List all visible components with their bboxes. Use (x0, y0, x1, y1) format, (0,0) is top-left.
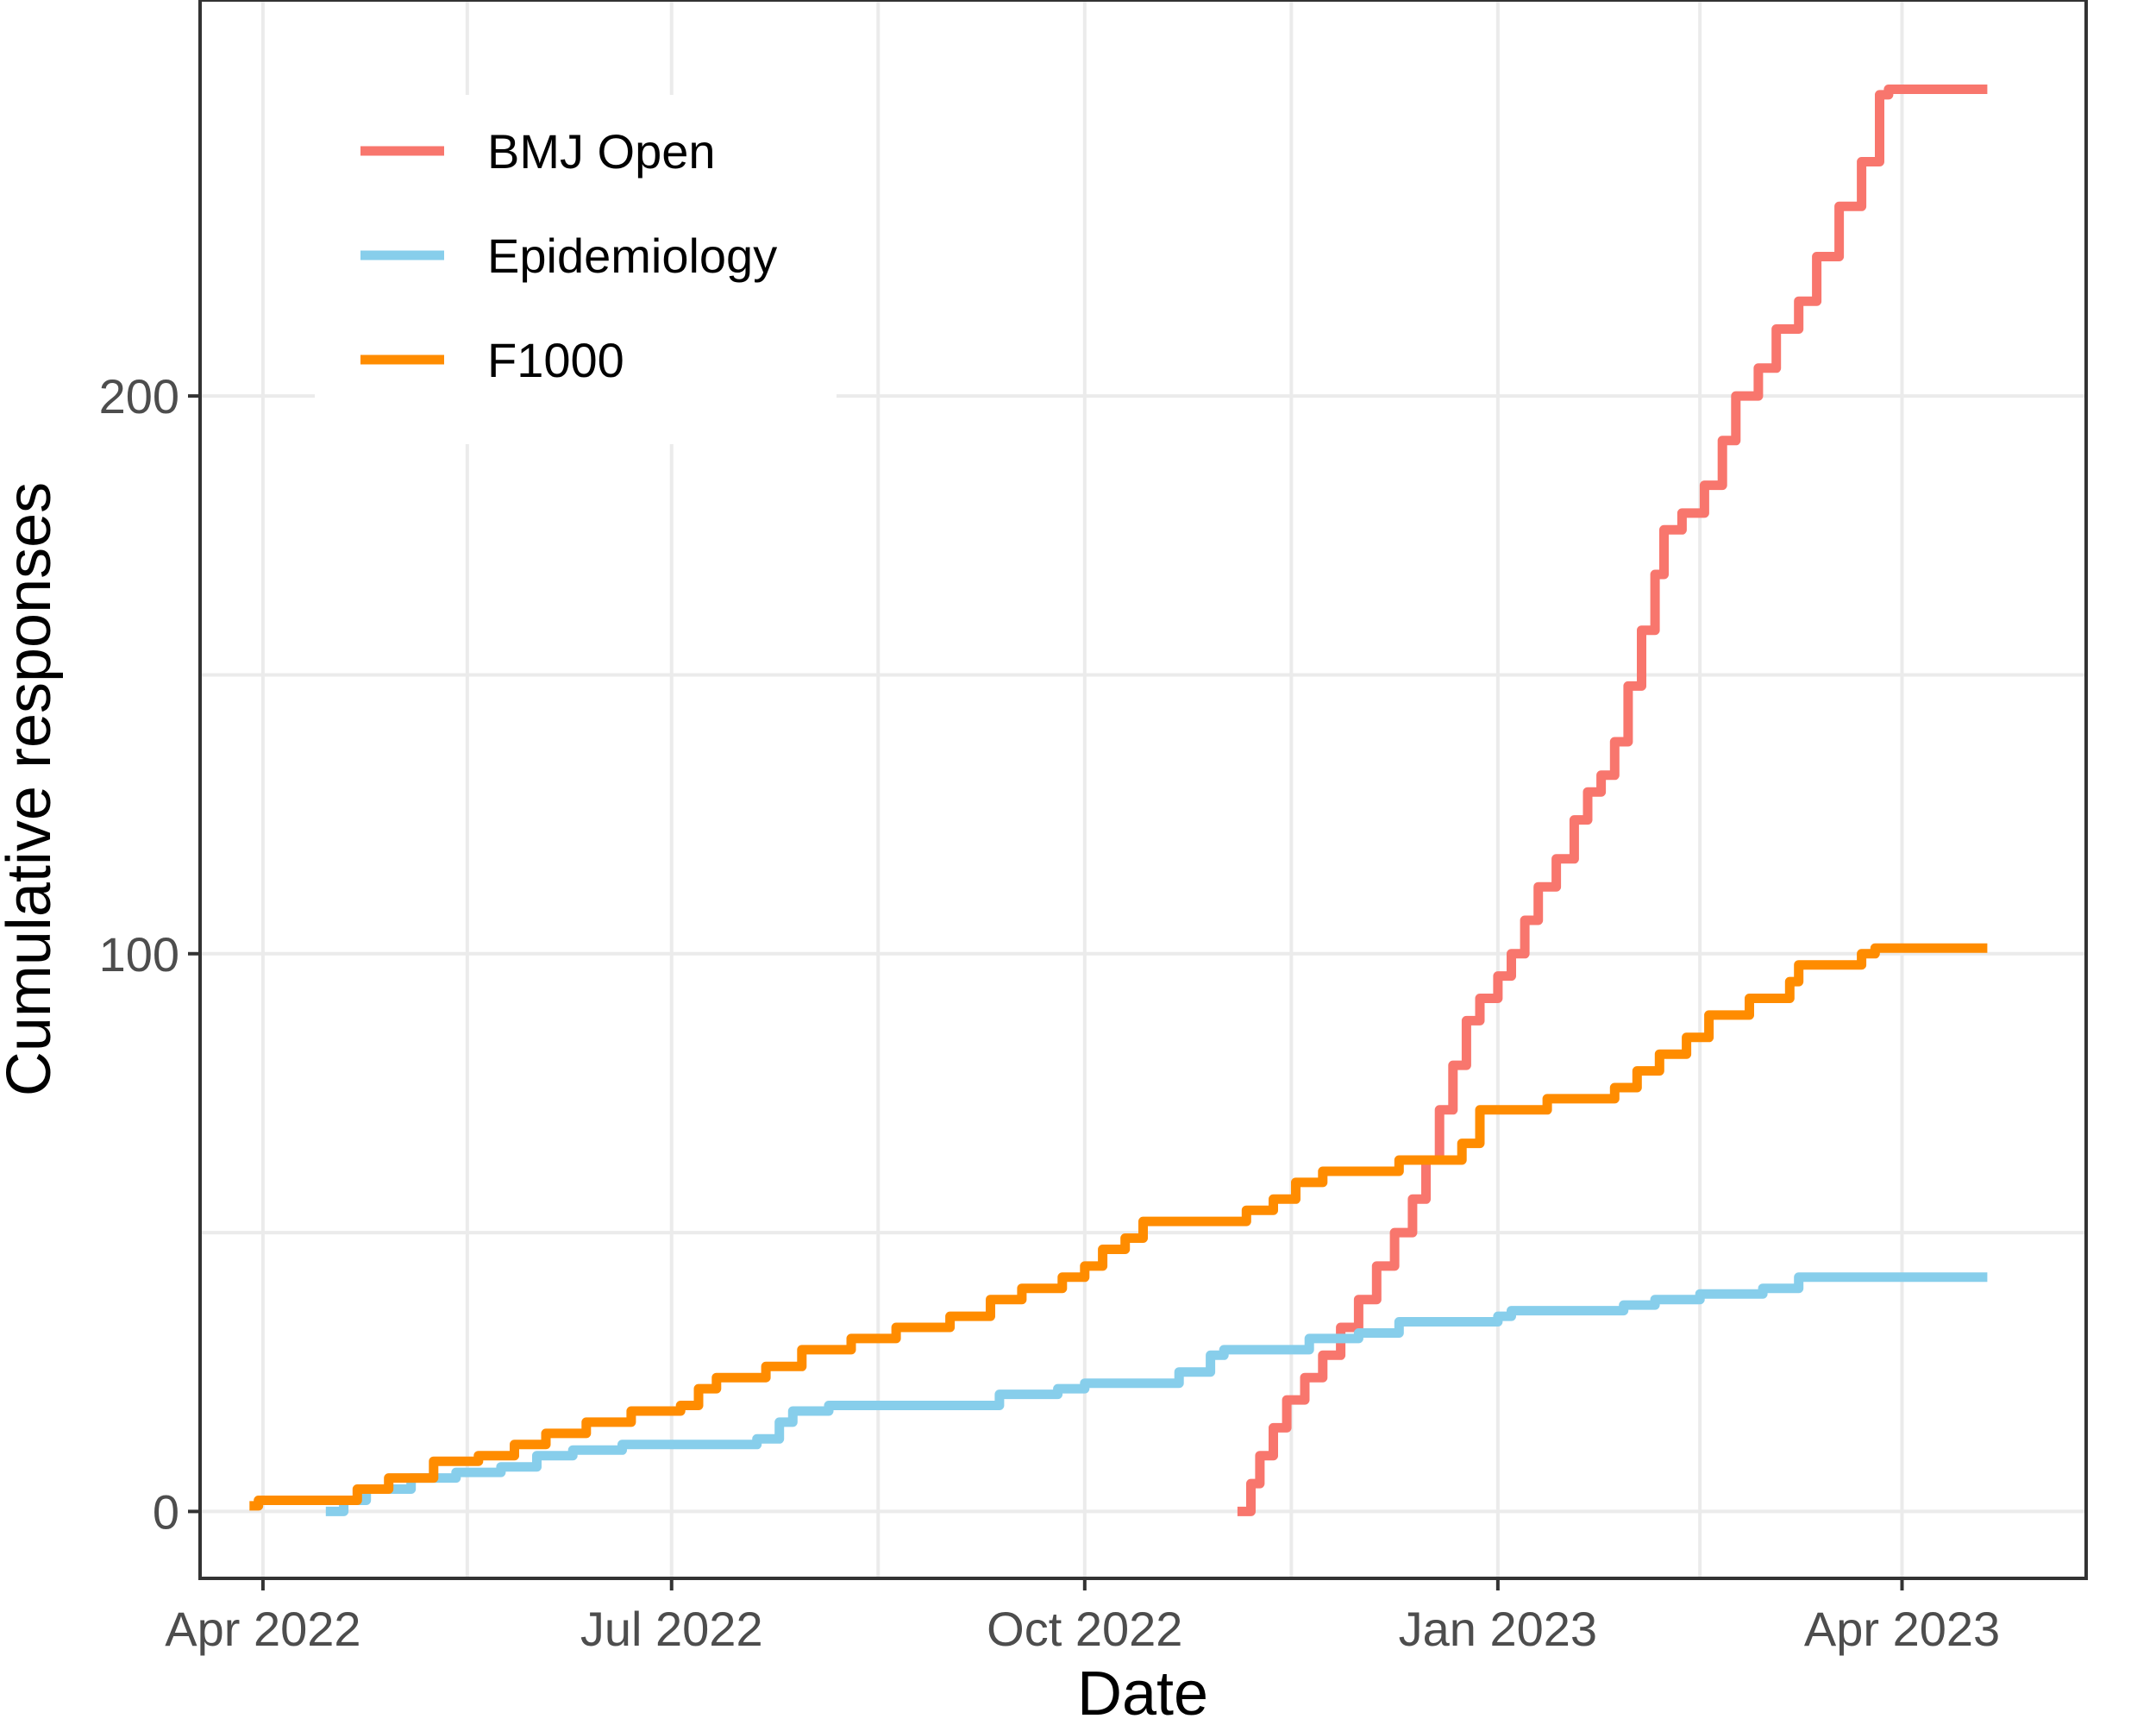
legend-label: Epidemiology (487, 229, 777, 283)
x-tick-label: Apr 2022 (165, 1602, 360, 1656)
y-tick-label: 0 (153, 1484, 179, 1539)
legend-label: BMJ Open (487, 124, 716, 179)
x-tick-label: Apr 2023 (1804, 1602, 2000, 1656)
x-axis-title: Date (1077, 1659, 1208, 1725)
y-tick-label: 200 (99, 369, 179, 423)
y-axis: 0 100 200 (99, 369, 200, 1539)
plot-panel-border (198, 0, 2088, 1580)
x-tick-label: Oct 2022 (987, 1602, 1182, 1656)
x-tick-label: Jan 2023 (1399, 1602, 1597, 1656)
x-tick-label: Jul 2022 (580, 1602, 763, 1656)
series-line-bmj-open (1237, 85, 1988, 1516)
y-tick-label: 100 (99, 927, 179, 982)
y-axis-title: Cumulative responses (0, 482, 64, 1096)
x-axis: Apr 2022 Jul 2022 Oct 2022 Jan 2023 Apr 2023 (165, 1578, 2000, 1656)
series-line-epidemiology (325, 1272, 1988, 1516)
legend: BMJ Open Epidemiology F1000 (315, 95, 837, 444)
series-line-f1000 (249, 943, 1988, 1511)
series-layer (249, 85, 1988, 1516)
legend-label: F1000 (487, 333, 624, 387)
